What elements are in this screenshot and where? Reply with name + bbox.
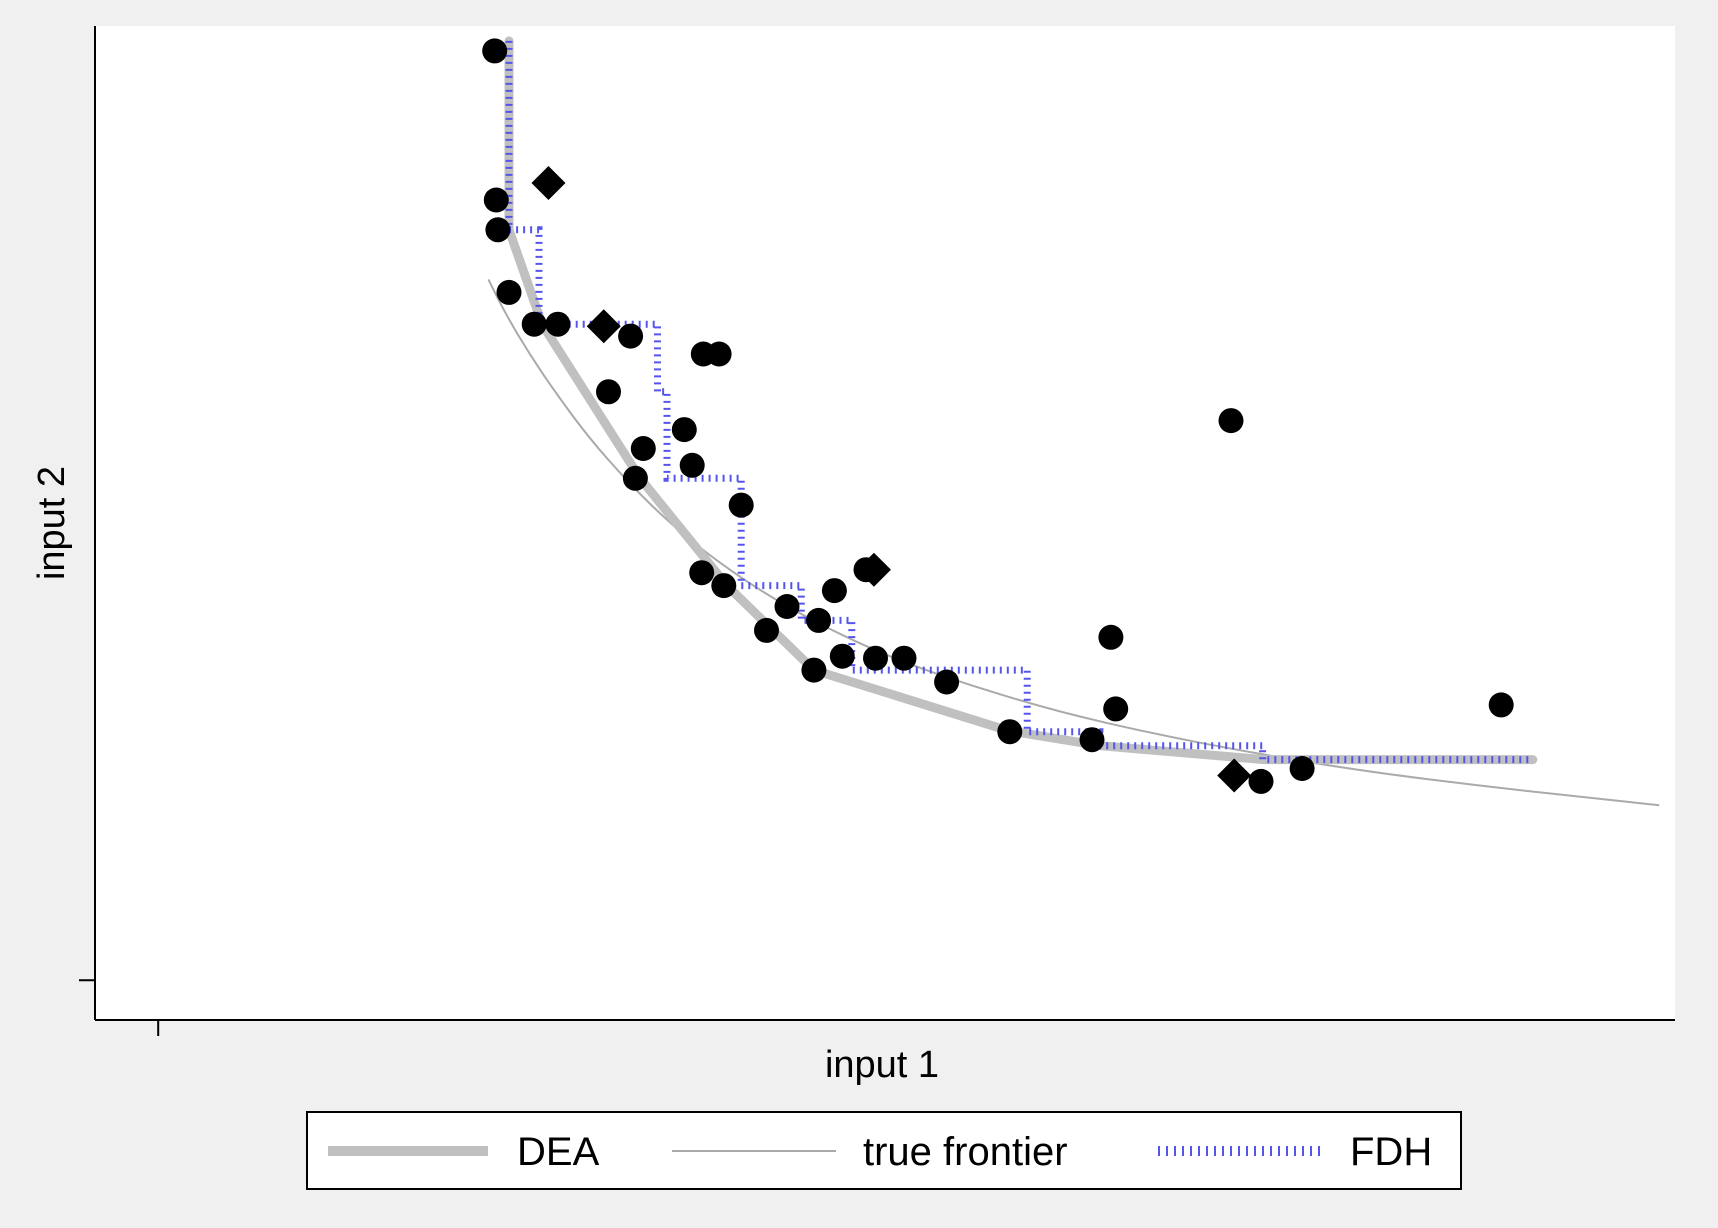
- data-point-circle: [934, 669, 960, 695]
- legend-dea-label: DEA: [517, 1130, 600, 1174]
- data-point-diamond: [856, 552, 891, 587]
- data-point-circle: [997, 719, 1023, 745]
- legend: DEA true frontier FDH: [306, 1111, 1462, 1190]
- data-point-circle: [618, 323, 644, 349]
- data-point-circle: [801, 657, 827, 683]
- data-point-circle: [545, 311, 571, 337]
- data-point-circle: [630, 436, 656, 461]
- true-frontier-line: [487, 278, 1660, 807]
- data-point-circle: [521, 311, 547, 337]
- axis-ticks: [79, 979, 160, 1036]
- data-point-circle: [754, 617, 779, 643]
- data-point-circle: [1248, 768, 1274, 794]
- data-point-circle: [622, 465, 648, 491]
- data-point-circle: [1289, 756, 1315, 781]
- legend-box: [306, 1111, 1462, 1190]
- data-point-circle: [1218, 408, 1244, 434]
- data-point-circle: [706, 341, 732, 367]
- data-point-diamond: [531, 166, 566, 201]
- legend-true-frontier-label: true frontier: [863, 1130, 1068, 1174]
- data-point-circle: [821, 578, 847, 604]
- data-point-circle: [483, 187, 509, 213]
- data-point-circle: [711, 573, 737, 599]
- data-point-diamond: [586, 309, 621, 344]
- y-axis-label: input 2: [31, 466, 73, 580]
- plot-area: [95, 26, 1675, 1020]
- data-point-circle: [482, 38, 508, 64]
- data-point-circle: [1079, 727, 1105, 753]
- legend-fdh-label: FDH: [1350, 1130, 1432, 1174]
- data-point-circle: [1098, 624, 1124, 650]
- data-point-circle: [679, 452, 705, 478]
- points-layer: [482, 38, 1514, 794]
- data-point-circle: [774, 594, 800, 619]
- data-point-circle: [1488, 692, 1514, 718]
- data-point-circle: [863, 645, 888, 671]
- true-frontier-layer: [487, 278, 1660, 807]
- data-point-circle: [596, 379, 621, 405]
- data-point-circle: [1103, 696, 1129, 722]
- data-point-circle: [829, 643, 855, 669]
- data-point-diamond: [1217, 758, 1252, 793]
- data-point-circle: [689, 560, 715, 586]
- data-point-circle: [671, 417, 697, 443]
- data-point-circle: [806, 607, 832, 633]
- data-point-circle: [496, 279, 522, 305]
- data-point-circle: [485, 217, 511, 243]
- data-point-circle: [891, 645, 917, 671]
- x-axis-label: input 1: [825, 1044, 939, 1086]
- data-point-circle: [728, 492, 754, 518]
